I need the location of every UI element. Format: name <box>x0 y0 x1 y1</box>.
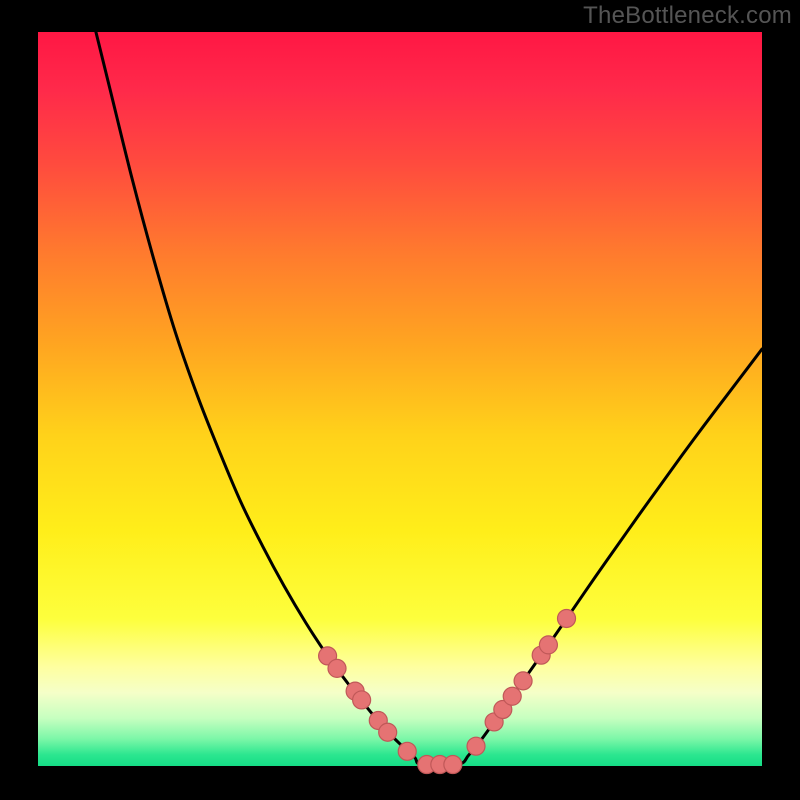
data-marker <box>328 659 346 677</box>
gradient-background <box>38 32 762 766</box>
bottleneck-chart <box>0 0 800 800</box>
data-marker <box>539 636 557 654</box>
data-marker <box>558 609 576 627</box>
data-marker <box>379 723 397 741</box>
data-marker <box>398 742 416 760</box>
data-marker <box>353 691 371 709</box>
watermark-text: TheBottleneck.com <box>583 2 792 30</box>
data-marker <box>467 737 485 755</box>
data-marker <box>514 672 532 690</box>
data-marker <box>503 687 521 705</box>
data-marker <box>444 756 462 774</box>
